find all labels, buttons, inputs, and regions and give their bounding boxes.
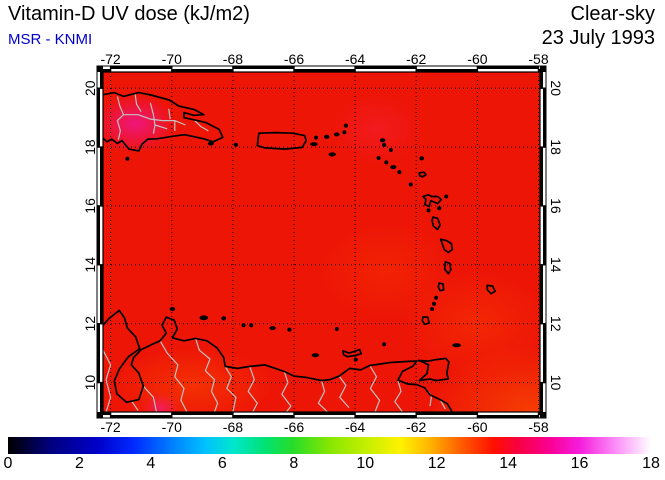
colorbar-tick-label: 8 bbox=[289, 455, 299, 472]
colorbar-tick-label: 14 bbox=[499, 455, 517, 472]
lon-tick-label-bottom: -72 bbox=[100, 419, 120, 435]
colorbar-tick-label: 0 bbox=[3, 455, 13, 472]
lon-tick-label-top: -64 bbox=[345, 51, 365, 67]
lat-tick-label-right: 14 bbox=[548, 257, 564, 273]
lat-tick-label-left: 20 bbox=[82, 80, 98, 96]
lat-tick-label-left: 10 bbox=[82, 375, 98, 391]
lon-tick-label-top: -62 bbox=[406, 51, 426, 67]
colorbar bbox=[8, 437, 651, 454]
lat-tick-label-right: 18 bbox=[548, 139, 564, 155]
lon-tick-label-bottom: -60 bbox=[467, 419, 487, 435]
lon-tick-label-bottom: -70 bbox=[162, 419, 182, 435]
lon-tick-label-top: -66 bbox=[284, 51, 304, 67]
colorbar-tick-label: 12 bbox=[427, 455, 446, 472]
uv-hotspot bbox=[103, 94, 177, 153]
lat-tick-label-right: 20 bbox=[548, 80, 564, 96]
lat-tick-label-left: 14 bbox=[82, 257, 98, 273]
source-label: MSR - KNMI bbox=[8, 31, 93, 48]
page-title: Vitamin-D UV dose (kJ/m2) bbox=[8, 3, 250, 25]
colorbar-tick-label: 6 bbox=[217, 455, 227, 472]
lon-tick-label-top: -72 bbox=[100, 51, 120, 67]
lon-tick-label-top: -68 bbox=[223, 51, 243, 67]
colorbar-tick-label: 10 bbox=[356, 455, 375, 472]
colorbar-tick-label: 4 bbox=[146, 455, 156, 472]
caribbean-uv-map: -72 -72 -70 -70 -68 -68 -66 -66 -64 -64 -62 -62 -60 -… bbox=[82, 51, 564, 435]
map-frame bbox=[96, 65, 547, 419]
uv-hotspot bbox=[330, 94, 423, 165]
lat-tick-label-right: 10 bbox=[548, 375, 564, 391]
lat-tick-label-left: 12 bbox=[82, 316, 98, 332]
uv-color-field bbox=[103, 72, 540, 412]
colorbar-tick-label: 2 bbox=[74, 455, 84, 472]
lon-tick-label-bottom: -58 bbox=[528, 419, 548, 435]
colorbar-labels: 0 2 4 6 8 10 12 14 16 18 bbox=[0, 455, 665, 475]
lat-tick-label-left: 16 bbox=[82, 198, 98, 214]
axis-labels: -72 -72 -70 -70 -68 -68 -66 -66 -64 -64 -62 -62 -60 -… bbox=[82, 51, 564, 435]
lat-tick-label-left: 18 bbox=[82, 139, 98, 155]
lon-tick-label-top: -58 bbox=[528, 51, 548, 67]
lon-tick-label-top: -70 bbox=[162, 51, 182, 67]
map-figure: -72 -72 -70 -70 -68 -68 -66 -66 -64 -64 -62 -62 -60 -… bbox=[80, 50, 570, 440]
small-islands bbox=[125, 123, 461, 362]
lat-tick-label-right: 16 bbox=[548, 198, 564, 214]
colorbar-tick-label: 16 bbox=[570, 455, 589, 472]
lat-tick-label-right: 12 bbox=[548, 316, 564, 332]
lon-tick-label-bottom: -62 bbox=[406, 419, 426, 435]
date-label: 23 July 1993 bbox=[541, 27, 655, 49]
lon-tick-label-bottom: -66 bbox=[284, 419, 304, 435]
lon-tick-label-top: -60 bbox=[467, 51, 487, 67]
coastlines bbox=[103, 91, 496, 412]
condition-label: Clear-sky bbox=[570, 3, 655, 25]
colorbar-tick-label: 18 bbox=[642, 455, 660, 472]
lon-tick-label-bottom: -68 bbox=[223, 419, 243, 435]
lon-tick-label-bottom: -64 bbox=[345, 419, 365, 435]
